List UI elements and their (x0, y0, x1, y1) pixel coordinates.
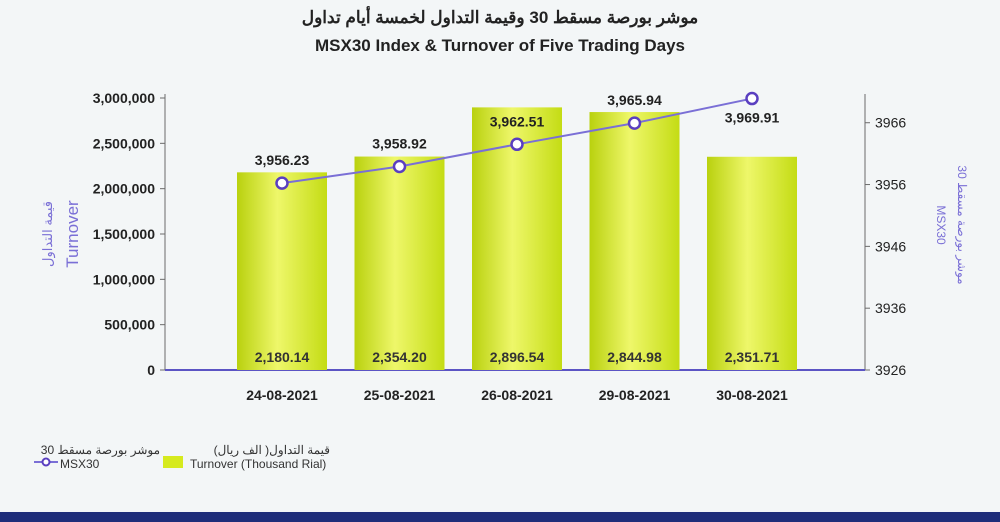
y-left-tick-label: 2,500,000 (93, 135, 155, 151)
bar-value-label: 2,351.71 (725, 349, 780, 365)
y-left-tick-label: 0 (147, 362, 155, 378)
x-tick-label: 25-08-2021 (364, 387, 436, 403)
line-point-msx30 (627, 116, 642, 130)
bar-turnover (237, 172, 327, 370)
line-value-label: 3,956.23 (255, 152, 310, 168)
chart-title: MSX30 Index & Turnover of Five Trading D… (315, 36, 685, 55)
line-value-label: 3,958.92 (372, 135, 427, 151)
legend-label-msx30-ar: موشر بورصة مسقط 30 (40, 443, 160, 457)
y-right-tick-label: 3926 (875, 362, 906, 378)
legend-item-turnover: قيمة التداول( الف ريال) Turnover (Thousa… (160, 443, 330, 471)
line-point-msx30 (392, 159, 407, 174)
legend-label-turnover-ar: قيمة التداول( الف ريال) (213, 443, 330, 457)
line-point-msx30 (745, 91, 759, 106)
line-value-label: 3,965.94 (607, 92, 662, 108)
line-value-label: 3,969.91 (725, 110, 780, 126)
chart-title-arabic: موشر بورصة مسقط 30 وقيمة التداول لخمسة أ… (301, 8, 699, 27)
line-point-msx30 (510, 137, 524, 152)
legend-label-msx30: MSX30 (60, 457, 100, 471)
footer-band (0, 512, 1000, 522)
y-right-tick-label: 3956 (875, 177, 906, 193)
y-left-tick-label: 3,000,000 (93, 90, 155, 106)
y-left-tick-label: 1,000,000 (93, 271, 155, 287)
bar-turnover (707, 156, 797, 370)
y-left-label-arabic: قيمة التداول (40, 201, 56, 267)
y-right-label: MSX30 (934, 205, 948, 245)
x-tick-label: 29-08-2021 (599, 387, 671, 403)
x-tick-label: 26-08-2021 (481, 387, 553, 403)
x-tick-label: 24-08-2021 (246, 387, 318, 403)
line-value-label: 3,962.51 (490, 113, 545, 129)
y-left-label: Turnover (63, 200, 82, 268)
bar-turnover (354, 156, 445, 370)
bar-value-label: 2,844.98 (607, 349, 662, 365)
y-right-tick-label: 3936 (875, 300, 906, 316)
y-left-tick-label: 1,500,000 (93, 226, 155, 242)
y-right-tick-label: 3946 (875, 238, 906, 254)
bar-value-label: 2,180.14 (255, 349, 310, 365)
legend-marker-turnover (163, 456, 183, 468)
bar-value-label: 2,354.20 (372, 349, 427, 365)
bar-turnover (589, 112, 680, 370)
bar-value-label: 2,896.54 (490, 349, 545, 365)
y-right-label-arabic: موشر بورصة مسقط 30 (955, 165, 969, 284)
legend-label-turnover: Turnover (Thousand Rial) (190, 457, 327, 471)
legend-item-msx30: موشر بورصة مسقط 30 MSX30 (30, 443, 160, 471)
legend-marker-msx30-point (41, 457, 51, 467)
y-left-tick-label: 2,000,000 (93, 181, 155, 197)
bar-turnover (472, 107, 562, 370)
y-right-tick-label: 3966 (875, 115, 906, 131)
x-tick-label: 30-08-2021 (716, 387, 788, 403)
y-left-tick-label: 500,000 (104, 317, 155, 333)
line-point-msx30 (275, 176, 289, 190)
